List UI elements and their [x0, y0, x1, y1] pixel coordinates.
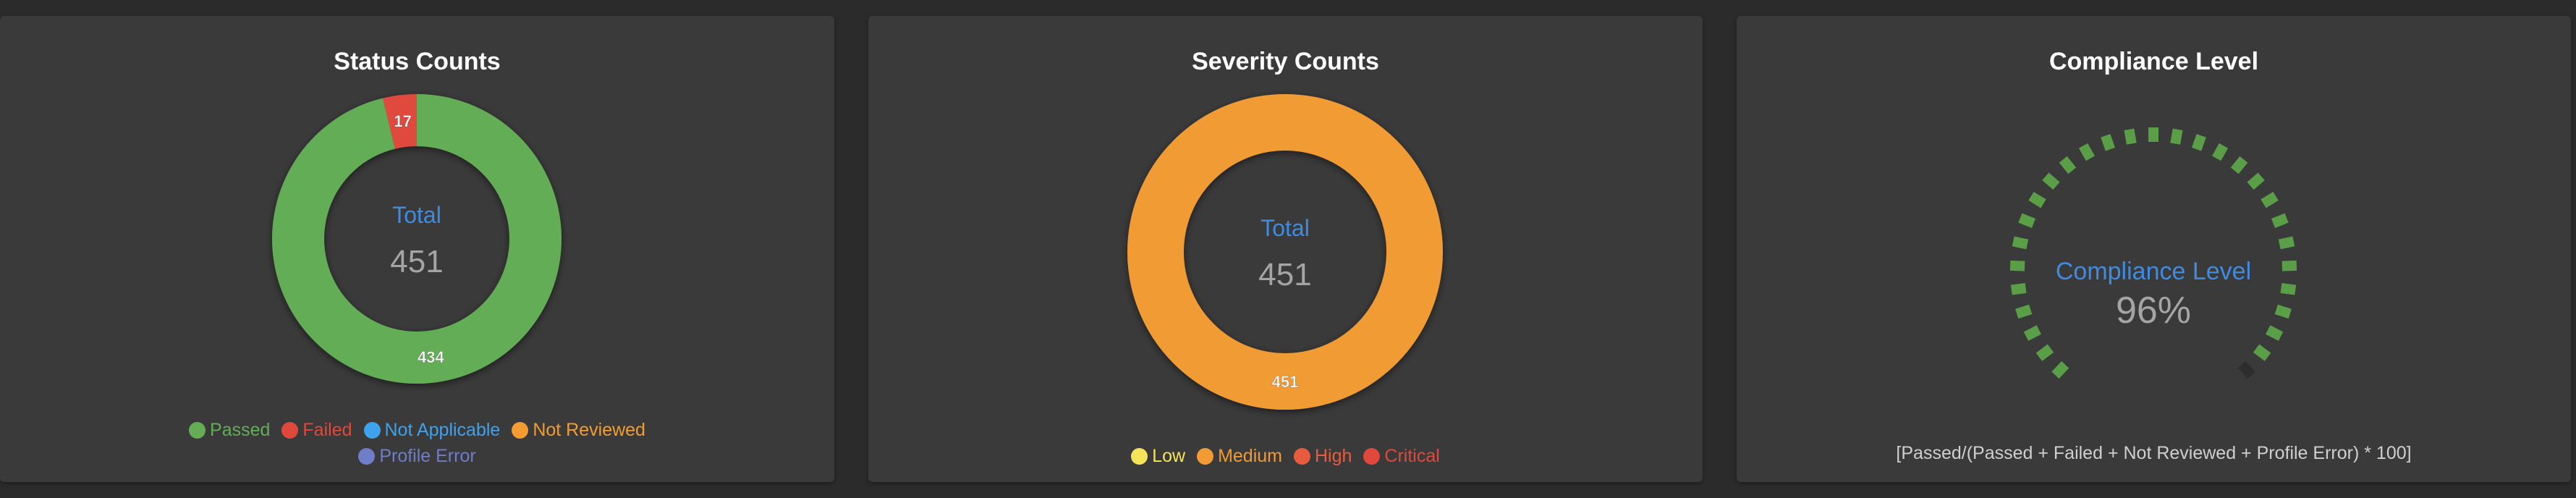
- gauge-segment: [2237, 360, 2255, 379]
- legend-label: Not Applicable: [384, 420, 501, 440]
- gauge-segment: [2266, 325, 2284, 341]
- severity-legend: Low Medium High Critical: [868, 443, 1703, 469]
- legend-label: Medium: [1218, 446, 1282, 466]
- status-counts-panel: Status Counts 434 17 Total 451 Passed Failed…: [0, 16, 834, 482]
- slice-passed[interactable]: [272, 94, 562, 384]
- gauge-segment: [2035, 344, 2054, 361]
- center-total-value: 451: [1258, 257, 1311, 292]
- legend-item-failed[interactable]: Failed: [281, 417, 352, 443]
- panel-title: Status Counts: [334, 48, 501, 75]
- legend-label: Critical: [1384, 446, 1440, 466]
- legend-swatch: [1363, 448, 1381, 465]
- center-total-value: 451: [390, 244, 443, 279]
- severity-donut-chart: 451 Total 451: [1127, 94, 1443, 410]
- gauge-segment: [2230, 156, 2248, 174]
- legend-item-high[interactable]: High: [1293, 443, 1352, 469]
- gauge-segment: [2253, 344, 2271, 361]
- slice-value-label: 434: [418, 348, 444, 366]
- legend-label: Not Reviewed: [533, 420, 645, 440]
- gauge-segment: [2191, 134, 2206, 151]
- status-donut-chart: 434 17 Total 451: [272, 94, 562, 384]
- gauge-segment: [2015, 304, 2033, 319]
- gauge-segment: [2051, 360, 2069, 379]
- slice-value-label: 451: [1272, 373, 1299, 391]
- legend-swatch: [1197, 448, 1214, 465]
- legend-item-low[interactable]: Low: [1131, 443, 1185, 469]
- legend-label: Failed: [302, 420, 352, 440]
- gauge-segment: [2101, 134, 2116, 151]
- legend-swatch: [512, 422, 529, 439]
- gauge-segment: [2261, 191, 2279, 208]
- legend-row: Low Medium High Critical: [868, 443, 1703, 469]
- status-legend: Passed Failed Not Applicable Not Reviewed Pr…: [0, 417, 834, 469]
- gauge-segment: [2274, 304, 2292, 319]
- slice-failed[interactable]: [383, 94, 417, 149]
- legend-label: Profile Error: [379, 446, 476, 466]
- legend-item-critical[interactable]: Critical: [1363, 443, 1440, 469]
- panel-title: Compliance Level: [2048, 48, 2259, 75]
- severity-counts-panel: Severity Counts 451 Total 451 Low Medium Hig…: [868, 16, 1703, 482]
- gauge-segment: [2028, 191, 2046, 208]
- legend-item-profile-error[interactable]: Profile Error: [358, 443, 476, 469]
- compliance-level-panel: Compliance Level Compliance Level 96% [Pa…: [1737, 16, 2571, 482]
- gauge-segment: [2059, 156, 2077, 174]
- gauge-segment: [2042, 172, 2060, 190]
- gauge-segment: [2170, 128, 2183, 145]
- legend-label: High: [1314, 446, 1352, 466]
- legend-swatch: [281, 422, 299, 439]
- legend-swatch: [1293, 448, 1310, 465]
- gauge-segment: [2023, 325, 2041, 341]
- gauge-segment: [2124, 128, 2137, 145]
- gauge-segment: [2280, 282, 2297, 295]
- legend-label: Low: [1152, 446, 1186, 466]
- legend-item-passed[interactable]: Passed: [189, 417, 270, 443]
- compliance-label: Compliance Level: [2056, 258, 2251, 285]
- compliance-value: 96%: [2116, 290, 2191, 332]
- center-total-label: Total: [1261, 215, 1310, 241]
- legend-row: Passed Failed Not Applicable Not Reviewed: [0, 417, 834, 443]
- gauge-segment: [2278, 236, 2295, 250]
- legend-item-not-reviewed[interactable]: Not Reviewed: [512, 417, 645, 443]
- legend-item-not-applicable[interactable]: Not Applicable: [363, 417, 501, 443]
- legend-item-medium[interactable]: Medium: [1197, 443, 1282, 469]
- legend-swatch: [358, 448, 376, 465]
- legend-row: Profile Error: [0, 443, 834, 469]
- gauge-segment: [2010, 282, 2027, 295]
- slice-value-label: 17: [394, 112, 411, 130]
- legend-swatch: [189, 422, 206, 439]
- gauge-segment: [2212, 143, 2229, 161]
- gauge-segment: [2018, 213, 2036, 228]
- gauge-segment: [2271, 213, 2289, 228]
- compliance-formula: [Passed/(Passed + Failed + Not Reviewed …: [1896, 443, 2412, 463]
- gauge-segment: [2012, 236, 2029, 250]
- slice-medium[interactable]: [1127, 94, 1443, 410]
- gauge-segment: [2247, 172, 2265, 190]
- legend-swatch: [363, 422, 381, 439]
- legend-label: Passed: [210, 420, 271, 440]
- gauge-segment: [2078, 143, 2095, 161]
- center-total-label: Total: [392, 202, 441, 228]
- compliance-gauge: Compliance Level 96%: [2009, 127, 2297, 379]
- panel-title: Severity Counts: [1192, 48, 1379, 75]
- legend-swatch: [1131, 448, 1148, 465]
